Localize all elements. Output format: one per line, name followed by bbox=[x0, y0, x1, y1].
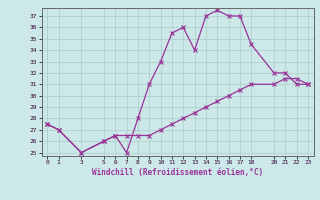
X-axis label: Windchill (Refroidissement éolien,°C): Windchill (Refroidissement éolien,°C) bbox=[92, 168, 263, 177]
